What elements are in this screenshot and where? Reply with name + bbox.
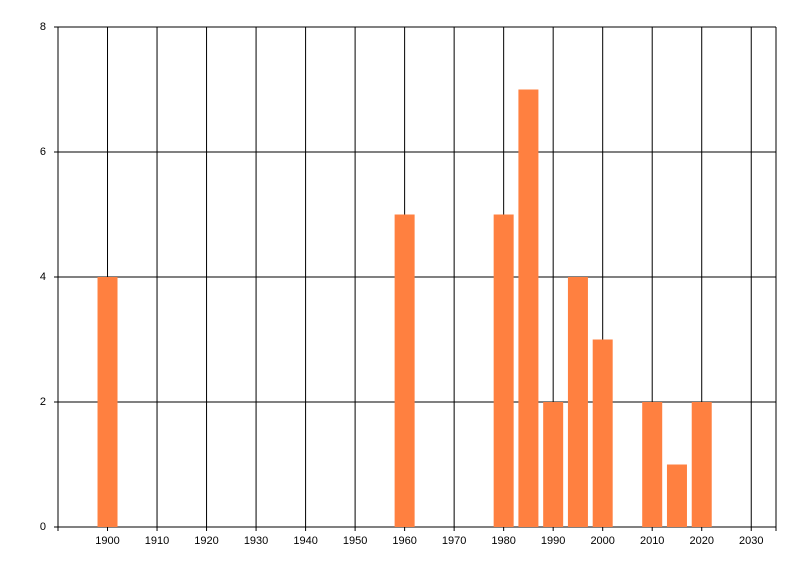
bar <box>543 402 564 527</box>
bar <box>691 402 712 527</box>
y-tick-label: 6 <box>40 146 46 158</box>
bar <box>592 339 613 527</box>
x-tick-label: 1980 <box>491 535 515 547</box>
y-tick-label: 8 <box>40 21 46 33</box>
bar <box>394 214 415 527</box>
x-tick-label: 1990 <box>541 535 565 547</box>
x-tick-label: 1960 <box>392 535 416 547</box>
bar <box>567 277 588 527</box>
bar <box>518 89 539 527</box>
bar <box>97 277 118 527</box>
y-tick-label: 2 <box>40 396 46 408</box>
bar <box>666 464 687 527</box>
x-tick-label: 2030 <box>739 535 763 547</box>
x-tick-label: 2020 <box>689 535 713 547</box>
x-tick-label: 1950 <box>343 535 367 547</box>
x-tick-label: 1940 <box>293 535 317 547</box>
x-tick-label: 1910 <box>145 535 169 547</box>
x-tick-label: 1930 <box>244 535 268 547</box>
y-tick-label: 4 <box>40 271 46 283</box>
y-tick-label: 0 <box>40 521 46 533</box>
x-tick-label: 1920 <box>194 535 218 547</box>
bar <box>642 402 663 527</box>
x-tick-label: 1900 <box>95 535 119 547</box>
x-tick-label: 2000 <box>590 535 614 547</box>
x-tick-label: 1970 <box>442 535 466 547</box>
x-tick-label: 2010 <box>640 535 664 547</box>
bar <box>493 214 514 527</box>
